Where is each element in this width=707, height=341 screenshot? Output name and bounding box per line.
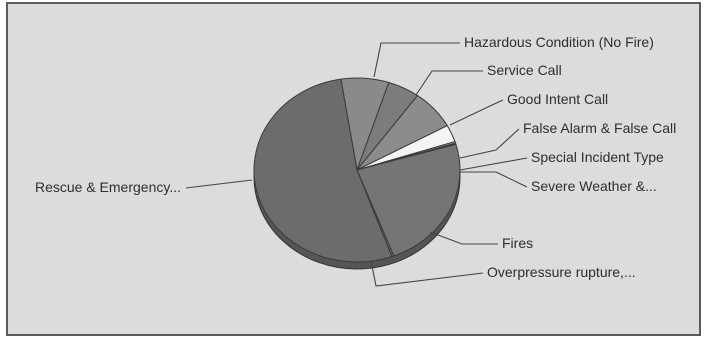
leader-line-false-alarm-false-call: [459, 128, 520, 159]
slice-label-fires: Fires: [502, 235, 533, 251]
slice-label-good-intent-call: Good Intent Call: [507, 91, 608, 107]
leader-line-hazardous-condition-no-fire: [373, 42, 460, 78]
slice-label-overpressure-rupture: Overpressure rupture,...: [487, 264, 636, 280]
pie-slice-fires: [356, 143, 461, 257]
leader-line-service-call: [415, 70, 483, 96]
pie-slice-rescue-emergency: [253, 78, 393, 263]
leader-line-special-incident-type: [459, 157, 528, 171]
leader-line-good-intent-call: [449, 99, 504, 126]
leader-line-fires: [429, 231, 498, 245]
slice-label-rescue-emergency: Rescue & Emergency...: [35, 179, 181, 195]
leader-line-rescue-emergency: [185, 179, 253, 189]
leader-line-overpressure-rupture: [370, 260, 484, 287]
slice-label-severe-weather: Severe Weather &...: [531, 178, 657, 194]
slice-label-service-call: Service Call: [487, 62, 562, 78]
slice-label-false-alarm-false-call: False Alarm & False Call: [523, 120, 676, 136]
slice-label-special-incident-type: Special Incident Type: [531, 149, 664, 165]
leader-line-severe-weather: [460, 171, 528, 188]
slice-label-hazardous-condition-no-fire: Hazardous Condition (No Fire): [464, 34, 654, 50]
